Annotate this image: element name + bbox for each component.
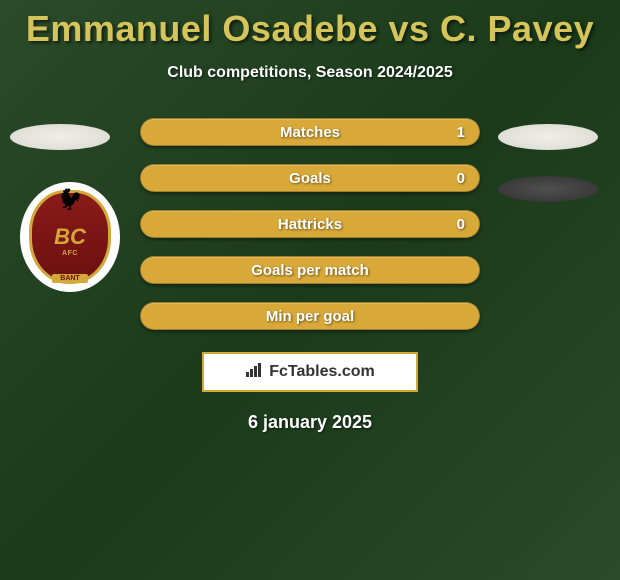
brand-box: FcTables.com <box>202 352 418 392</box>
club-badge: 🐓 BC AFC BANT <box>20 182 120 292</box>
badge-banner: BANT <box>52 274 87 283</box>
stat-bar-matches: Matches 1 <box>140 118 480 146</box>
decorative-oval-left <box>10 124 110 150</box>
rooster-icon: 🐓 <box>58 187 83 212</box>
stat-label: Goals <box>289 170 331 187</box>
stat-label: Hattricks <box>278 216 342 233</box>
subtitle: Club competitions, Season 2024/2025 <box>0 64 620 82</box>
chart-icon <box>245 362 265 383</box>
stat-value: 0 <box>457 170 465 187</box>
decorative-oval-right-top <box>498 124 598 150</box>
badge-shield: 🐓 BC AFC BANT <box>29 190 111 284</box>
stat-label: Matches <box>280 124 340 141</box>
stat-label: Min per goal <box>266 308 354 325</box>
stat-value: 1 <box>457 124 465 141</box>
badge-sub: AFC <box>62 250 78 257</box>
page-title: Emmanuel Osadebe vs C. Pavey <box>0 0 620 50</box>
stat-label: Goals per match <box>251 262 369 279</box>
stat-bar-hattricks: Hattricks 0 <box>140 210 480 238</box>
date-text: 6 january 2025 <box>0 412 620 433</box>
stat-value: 0 <box>457 216 465 233</box>
badge-initials: BC <box>54 224 86 250</box>
decorative-oval-right-bottom <box>498 176 598 202</box>
brand-text: FcTables.com <box>269 363 375 381</box>
stat-bar-goals: Goals 0 <box>140 164 480 192</box>
stat-bar-goals-per-match: Goals per match <box>140 256 480 284</box>
stat-bar-min-per-goal: Min per goal <box>140 302 480 330</box>
